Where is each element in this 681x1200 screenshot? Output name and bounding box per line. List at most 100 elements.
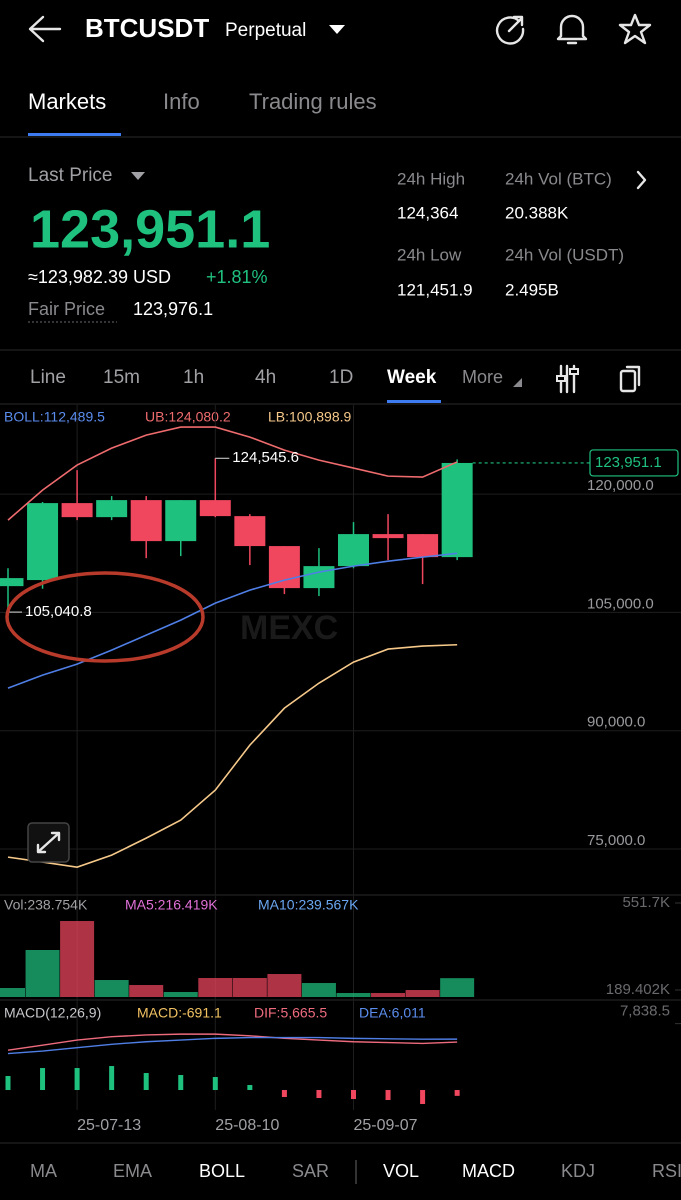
indicator-active[interactable]: BOLL [199,1161,245,1181]
back-button[interactable] [28,15,62,43]
indicator-settings-icon[interactable] [556,364,579,394]
price-type[interactable]: Last Price [28,165,112,186]
candle-body [441,462,473,558]
contract-dropdown[interactable] [329,25,345,34]
volume-bar [198,978,233,997]
lb-legend: LB:100,898.9 [268,409,352,425]
volume-bar [371,993,406,997]
symbol: BTCUSDT [85,13,209,43]
candle-body [303,566,335,589]
candle-body [407,534,439,558]
chart-layer: 25-07-13 25-08-10 25-09-07 120,000.0 105,000… [0,405,681,1134]
date-label: 25-07-13 [77,1117,141,1134]
y-tick-label: 120,000.0 [587,477,654,494]
ma5-legend: MA5:216.419K [125,897,218,913]
volume-bar [163,992,198,997]
price-type-dropdown[interactable] [131,172,145,180]
macd-bar [40,1068,46,1091]
indicator-active[interactable]: MACD [462,1161,515,1181]
indicator[interactable]: SAR [292,1161,329,1181]
tab[interactable]: Trading rules [249,89,377,114]
macd-bar [109,1066,115,1091]
fullscreen-button[interactable] [27,822,70,863]
copy-icon[interactable] [619,365,641,393]
volume-bar [0,988,25,997]
usd-price: ≈123,982.39 USD [28,267,171,287]
contract-type[interactable]: Perpetual [225,20,306,41]
interval-indicator [387,400,441,403]
last-price-tag [589,449,679,477]
macd-bar [351,1090,356,1100]
favorite-icon[interactable] [618,13,652,45]
indicator[interactable]: RSI [652,1161,681,1181]
volume-bar [405,990,440,997]
interval[interactable]: Line [30,367,66,388]
more-corner [513,378,522,387]
candle-body [96,500,128,518]
stat-label: 24h Low [397,245,462,264]
indicator[interactable]: MA [30,1161,57,1181]
candle-body [130,500,162,542]
candle-body [268,546,300,589]
tab-indicator [28,133,121,136]
boll-line [7,552,458,689]
vol-tick-label: 551.7K [622,894,670,911]
interval[interactable]: 15m [103,367,140,388]
stat-value: 124,364 [397,203,458,222]
watermark: MEXC [240,609,338,647]
macd-bar [74,1068,80,1091]
indicator-active[interactable]: VOL [383,1161,419,1181]
price-change: +1.81% [206,267,268,287]
vol-legend: Vol:238.754K [4,897,88,913]
stat-label: 24h Vol (USDT) [505,245,624,264]
y-tick-label: 90,000.0 [587,714,645,731]
candle-body [372,534,404,539]
dea-line [7,1036,458,1055]
interval[interactable]: 1h [183,367,204,388]
fair-price-label[interactable]: Fair Price [28,299,105,319]
macd-tick-label: 7,838.5 [620,1003,670,1020]
stat-value: 20.388K [505,203,569,222]
stat-value: 121,451.9 [397,280,473,299]
dif-line [7,1033,458,1051]
interval-active[interactable]: Week [387,367,437,388]
indicator[interactable]: KDJ [561,1161,595,1181]
indicator[interactable]: EMA [113,1161,152,1181]
macd-bar [420,1090,426,1105]
macd-bar [281,1090,287,1098]
candle-body [27,503,59,581]
volume-bar [336,993,371,997]
date-label: 25-08-10 [215,1117,279,1134]
hand-drawn-circle [5,571,205,663]
macd-bar [143,1073,149,1091]
macd-legend: MACD(12,26,9) [4,1005,101,1021]
candle-body [0,578,24,587]
alert-icon[interactable] [556,14,588,45]
macd-bar [178,1075,184,1091]
macd-bar [454,1090,460,1096]
vol-tick-label: 189.402K [606,981,670,998]
macd-bar [5,1076,11,1091]
tab[interactable]: Markets [28,89,106,114]
macd-bar [247,1085,253,1091]
volume-bar [129,985,164,997]
ub-legend: UB:124,080.2 [145,409,231,425]
candle-body [61,503,93,518]
fair-price: 123,976.1 [133,299,213,319]
boll-line [7,426,458,521]
interval[interactable]: 1D [329,367,353,388]
volume-bar [94,980,129,997]
interval[interactable]: 4h [255,367,276,388]
candle-body [338,534,369,567]
volume-bar [232,978,267,997]
tab[interactable]: Info [163,89,200,114]
volume-bar [60,921,95,997]
interval[interactable]: More [462,367,503,387]
ma10-legend: MA10:239.567K [258,897,359,913]
share-icon[interactable] [495,15,525,45]
candle-body [234,516,266,547]
boll-legend: BOLL:112,489.5 [4,409,105,425]
annotation-label: 105,040.8 [25,603,92,620]
stats-chevron[interactable] [636,170,647,190]
last-price: 123,951.1 [30,199,270,259]
